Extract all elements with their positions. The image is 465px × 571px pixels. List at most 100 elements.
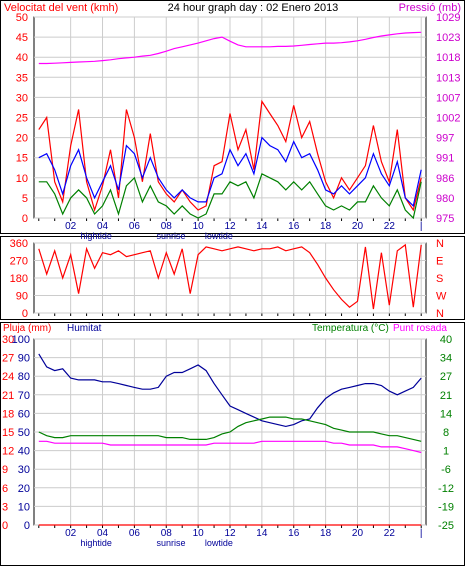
- top-hour-label: 08: [161, 221, 173, 232]
- top-left-tick: 0: [22, 213, 28, 225]
- top-event-label: hightide: [80, 231, 112, 241]
- bottom-temp-tick: 14: [440, 408, 452, 420]
- top-left-tick: 10: [16, 173, 28, 185]
- bottom-event-label: hightide: [80, 538, 112, 548]
- top-left-tick: 15: [16, 153, 28, 165]
- dir-left-tick: 360: [10, 238, 28, 250]
- top-pressure-series: [38, 31, 422, 65]
- top-right-tick: 980: [436, 193, 454, 205]
- bottom-hour-label: 12: [224, 528, 236, 539]
- bottom-humidity-tick: 90: [18, 353, 30, 365]
- dir-left-tick: 0: [22, 308, 28, 320]
- bottom-hour-label: 10: [193, 528, 205, 539]
- top-right-tick: 1023: [436, 32, 460, 44]
- top-right-tick: 1007: [436, 92, 460, 104]
- bottom-humidity-tick: 10: [18, 501, 30, 513]
- bottom-humidity-tick: 60: [18, 408, 30, 420]
- bottom-hour-label: |: [420, 528, 423, 539]
- bottom-rain-tick: 27: [2, 353, 14, 365]
- bottom-rain-tick: 24: [2, 371, 14, 383]
- dir-compass-label: E: [436, 256, 443, 268]
- bottom-hour-label: 14: [256, 528, 268, 539]
- dir-compass-label: W: [436, 291, 447, 303]
- grid-lines: [34, 16, 426, 528]
- bottom-temperature-series: [38, 416, 422, 442]
- bottom-temp-tick: -12: [438, 483, 454, 495]
- top-hour-label: 14: [256, 221, 268, 232]
- bottom-rain-tick: 6: [2, 483, 8, 495]
- dir-left-tick: 90: [16, 291, 28, 303]
- bottom-temp-tick: -25: [438, 520, 454, 532]
- top-left-tick: 20: [16, 133, 28, 145]
- top-right-tick: 997: [436, 133, 454, 145]
- bottom-hour-label: 18: [320, 528, 332, 539]
- header-right-label: Pressió (mb): [399, 2, 461, 14]
- bottom-temp-tick: 21: [440, 390, 452, 402]
- dir-left-tick: 270: [10, 256, 28, 268]
- top-avg_wind-series: [38, 136, 422, 208]
- top-wind-series: [38, 99, 422, 213]
- bottom-humidity-series: [38, 353, 422, 428]
- top-left-tick: 35: [16, 72, 28, 84]
- top-right-tick: 975: [436, 213, 454, 225]
- dir-left-tick: 180: [10, 273, 28, 285]
- dir-compass-label: N: [436, 308, 444, 320]
- top-right-tick: 986: [436, 173, 454, 185]
- bottom-rain-tick: 30: [2, 334, 14, 346]
- top-right-tick: 1018: [436, 52, 460, 64]
- bottom-hour-label: 16: [288, 528, 300, 539]
- dir-compass-label: N: [436, 238, 444, 250]
- top-hour-label: 06: [129, 221, 141, 232]
- bottom-humidity-tick: 0: [24, 520, 30, 532]
- top-right-tick: 1013: [436, 72, 460, 84]
- bottom-humidity-tick: 20: [18, 483, 30, 495]
- bottom-hour-label: 04: [97, 528, 109, 539]
- bottom-temp-tick: 40: [440, 334, 452, 346]
- top-hour-label: 02: [65, 221, 77, 232]
- top-hour-label: 22: [384, 221, 396, 232]
- bottom-temp-tick: -19: [438, 501, 454, 513]
- top-left-tick: 30: [16, 92, 28, 104]
- top-left-tick: 5: [22, 193, 28, 205]
- dir-compass-label: S: [436, 273, 443, 285]
- bottom-right-label: Temperatura (°C): [312, 323, 389, 334]
- top-min_wind-series: [38, 172, 422, 220]
- top-hour-label: 12: [224, 221, 236, 232]
- top-left-tick: 45: [16, 32, 28, 44]
- bottom-hour-label: 08: [161, 528, 173, 539]
- bottom-humidity-tick: 50: [18, 427, 30, 439]
- top-hour-label: 04: [97, 221, 109, 232]
- dir-direction-series: [38, 243, 422, 310]
- bottom-rain-tick: 0: [2, 520, 8, 532]
- series-lines: [38, 31, 422, 526]
- axis-labels: 02 04 06 08 10 12 14 16 18 20 22 |hightide sunrise lo…: [2, 12, 460, 548]
- top-event-label: lowtide: [205, 231, 233, 241]
- bottom-rain-tick: 21: [2, 390, 14, 402]
- bottom-rain-tick: 12: [2, 446, 14, 458]
- bottom-dewpoint-series: [38, 440, 422, 454]
- top-right-tick: 1002: [436, 113, 460, 125]
- bottom-hour-label: 02: [65, 528, 77, 539]
- bottom-temp-tick: 1: [443, 446, 449, 458]
- top-left-tick: 40: [16, 52, 28, 64]
- header-center-title: 24 hour graph day : 02 Enero 2013: [168, 2, 339, 14]
- bottom-humidity-tick: 70: [18, 390, 30, 402]
- top-hour-label: |: [420, 221, 423, 232]
- bottom-hour-label: 22: [384, 528, 396, 539]
- bottom-temp-tick: -6: [441, 464, 451, 476]
- bottom-event-label: lowtide: [205, 538, 233, 548]
- bottom-humidity-tick: 30: [18, 464, 30, 476]
- bottom-left-label: Pluja (mm): [3, 323, 51, 334]
- top-event-label: sunrise: [157, 231, 186, 241]
- top-left-tick: 50: [16, 12, 28, 24]
- bottom-right-label-2: Punt rosada: [393, 323, 447, 334]
- top-right-tick: 1029: [436, 12, 460, 24]
- bottom-rain-tick: 18: [2, 408, 14, 420]
- bottom-rain-tick: 15: [2, 427, 14, 439]
- bottom-hour-label: 06: [129, 528, 141, 539]
- bottom-event-label: sunrise: [157, 538, 186, 548]
- bottom-rain-tick: 9: [2, 464, 8, 476]
- top-right-tick: 991: [436, 153, 454, 165]
